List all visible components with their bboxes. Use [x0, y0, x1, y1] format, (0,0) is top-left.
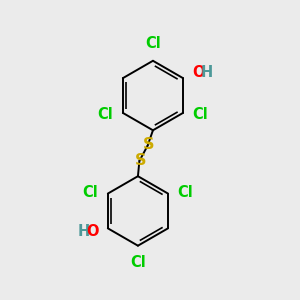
Text: Cl: Cl [130, 255, 146, 270]
Text: S: S [135, 152, 147, 167]
Text: S: S [143, 137, 155, 152]
Text: H: H [201, 65, 213, 80]
Text: Cl: Cl [98, 107, 113, 122]
Text: O: O [86, 224, 99, 239]
Text: Cl: Cl [83, 184, 98, 200]
Text: Cl: Cl [177, 184, 193, 200]
Text: Cl: Cl [193, 107, 208, 122]
Text: Cl: Cl [145, 36, 161, 51]
Text: O: O [193, 65, 205, 80]
Text: H: H [78, 224, 90, 239]
